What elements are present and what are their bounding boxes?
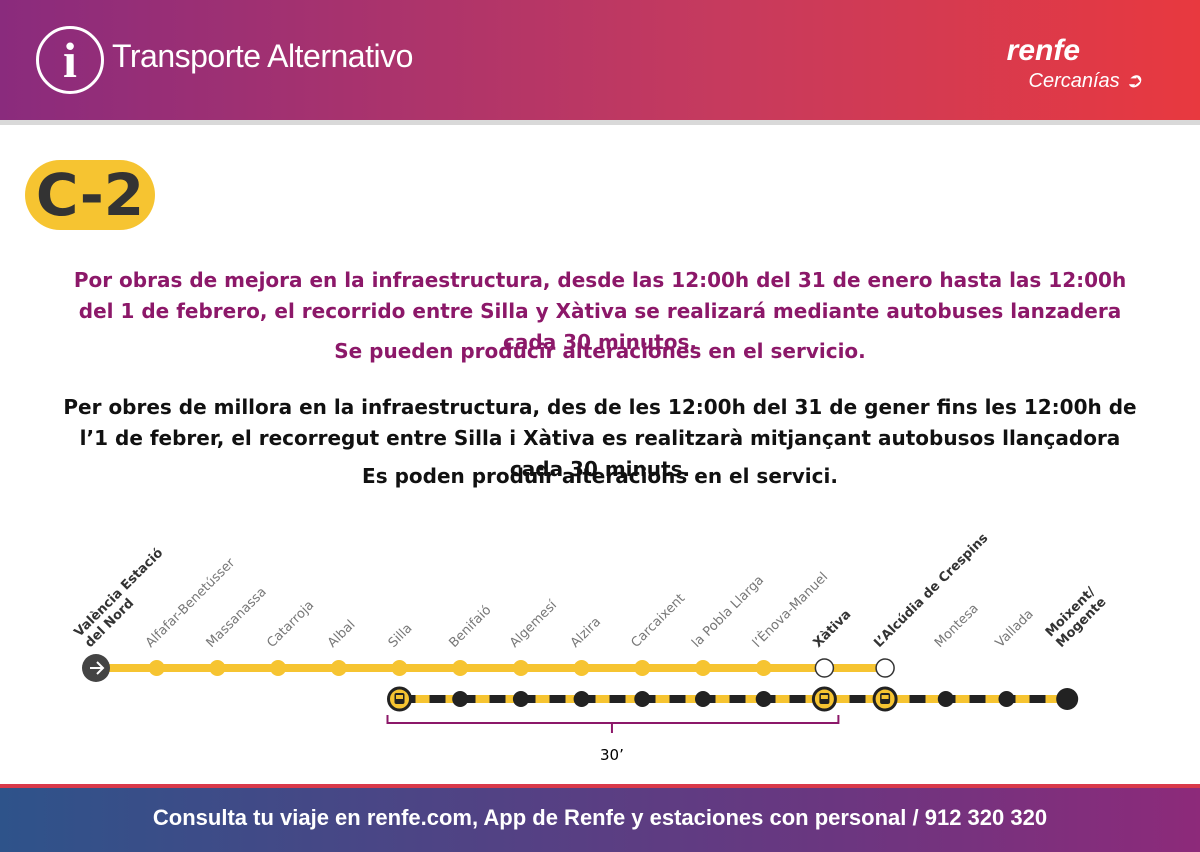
station-label-line: València Estació xyxy=(72,546,167,641)
line-badge: C-2 xyxy=(25,160,155,230)
train-stop xyxy=(452,660,469,676)
bus-bracket xyxy=(386,715,840,733)
notice-es: Se pueden producir alteraciones en el se… xyxy=(334,339,866,363)
bus-stop xyxy=(452,691,469,707)
header: i Transporte Alternativo renfe Cercanías… xyxy=(0,0,1200,125)
bus-window xyxy=(396,695,403,699)
bus-interval: 30’ xyxy=(600,746,624,764)
notice-ca: Es poden produir alteracions en el servi… xyxy=(362,464,838,488)
train-stop xyxy=(209,660,226,676)
bus-stop xyxy=(634,691,651,707)
station-label: Catarroja xyxy=(264,598,317,651)
station-label: Carcaixent xyxy=(629,591,689,651)
station-label: Montesa xyxy=(932,601,982,651)
line-diagram: 30’València Estaciódel Nord Alfafar-Benet… xyxy=(72,531,1110,764)
station-label: Alzira xyxy=(568,615,604,651)
bus-stop xyxy=(755,691,772,707)
notice-es: Por obras de mejora en la infraestructur… xyxy=(73,268,1127,354)
bus-stop xyxy=(937,691,954,707)
station-label: Xàtiva xyxy=(811,607,855,651)
train-stop xyxy=(875,658,895,678)
station-label-line: Vallada xyxy=(993,607,1037,651)
station-label-line: Silla xyxy=(386,621,416,651)
station-label-line: Catarroja xyxy=(264,598,317,651)
train-stop xyxy=(573,660,590,676)
train-stop xyxy=(695,660,711,676)
station-label: Algemesí xyxy=(507,598,560,651)
notice-ca: Per obres de millora en la infraestructu… xyxy=(63,395,1137,481)
bus-window xyxy=(881,695,889,699)
station-label: Massanassa xyxy=(204,585,270,651)
station-label: Silla xyxy=(386,621,416,651)
station-label-line: Benifaió xyxy=(446,603,494,651)
station-label-line: Massanassa xyxy=(204,585,270,651)
footer: Consulta tu viaje en renfe.com, App de R… xyxy=(0,784,1200,852)
brand-sub-text: Cercanías xyxy=(1028,70,1120,92)
bus-stop xyxy=(998,691,1015,707)
bus-window xyxy=(820,695,828,699)
station-label-line: Algemesí xyxy=(507,598,560,651)
train-stop xyxy=(330,660,347,676)
station-label-line: Xàtiva xyxy=(811,607,855,651)
bus-stop xyxy=(695,691,711,707)
station-label: Albal xyxy=(325,617,358,650)
bus-stop xyxy=(573,691,590,707)
station-label-line: Carcaixent xyxy=(629,591,689,651)
station-label: L’Alcúdia de Crespins xyxy=(871,531,991,651)
brand: renfe xyxy=(1006,34,1080,67)
header-title: Transporte Alternativo xyxy=(112,38,413,74)
train-stop xyxy=(391,660,408,676)
brand-sub: Cercanías ➲ xyxy=(1028,70,1142,92)
train-stop xyxy=(814,658,835,678)
train-stop xyxy=(270,660,287,676)
train-stop xyxy=(634,660,651,676)
info-icon: i xyxy=(36,26,104,94)
station-label-line: Alzira xyxy=(568,615,604,651)
station-label: Benifaió xyxy=(446,603,494,651)
bus-stop xyxy=(512,691,529,707)
station-label-line: Albal xyxy=(325,617,358,650)
train-stop xyxy=(755,660,772,676)
station-label-line: L’Alcúdia de Crespins xyxy=(871,531,991,651)
bus-stop xyxy=(1056,688,1079,710)
station-label: Vallada xyxy=(993,607,1037,651)
station-label: Moixent/Mogente xyxy=(1043,584,1110,651)
station-label-line: Montesa xyxy=(932,601,982,651)
train-stop xyxy=(512,660,529,676)
train-stop xyxy=(148,660,165,676)
origin-arrow xyxy=(90,661,105,675)
